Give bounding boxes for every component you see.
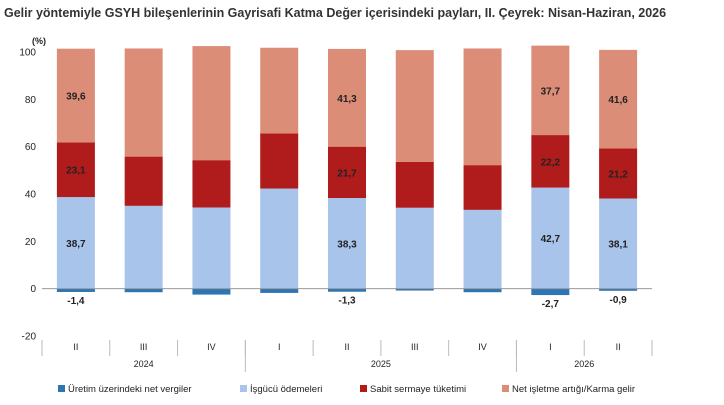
data-label: 38,3 [337, 239, 357, 250]
bar-segment [192, 288, 231, 295]
legend-label: Net işletme artığı/Karma gelir [512, 384, 635, 395]
bar-segment [395, 161, 434, 208]
legend-swatch [360, 385, 367, 392]
legend: Üretim üzerindeki net vergiler İşgücü öde… [58, 384, 635, 395]
data-label: 41,3 [337, 94, 357, 105]
data-label: 38,7 [66, 239, 86, 250]
quarter-label: II [73, 342, 78, 352]
bar-segment [192, 160, 231, 208]
bar-segment [463, 209, 502, 289]
y-tick-label: 80 [25, 95, 37, 106]
bar-segment [56, 288, 95, 292]
unit-label: (%) [32, 36, 46, 46]
bar-segment [599, 49, 638, 149]
quarter-label: IV [478, 342, 487, 352]
data-label: 38,1 [608, 240, 628, 251]
quarter-label: II [616, 342, 621, 352]
y-tick-label: 100 [19, 48, 36, 59]
y-tick-label: 60 [25, 142, 37, 153]
year-label: 2025 [371, 359, 391, 369]
bar-segment [599, 288, 638, 291]
data-label: 21,7 [337, 168, 357, 179]
bar-segment [395, 207, 434, 289]
data-label: -2,7 [542, 299, 560, 310]
bar-segment [260, 288, 299, 293]
bar-segment [599, 148, 638, 199]
bar-segment [599, 198, 638, 289]
quarter-label: IV [207, 342, 216, 352]
legend-label: Üretim üzerindeki net vergiler [68, 384, 192, 395]
bar-segment [260, 133, 299, 189]
bar-segment [328, 146, 366, 199]
y-tick-label: 0 [30, 284, 36, 295]
bar-segment [56, 48, 95, 143]
data-label: 42,7 [541, 234, 561, 245]
bar-segment [124, 156, 163, 206]
bar-segment [328, 48, 366, 147]
bars [56, 45, 638, 296]
year-label: 2026 [574, 359, 594, 369]
data-label: -1,4 [67, 296, 85, 307]
bar-segment [260, 47, 299, 134]
bar-segment [56, 197, 95, 289]
data-label: -1,3 [338, 296, 356, 307]
y-axis-ticks: -20 0 20 40 60 80 100 [19, 48, 36, 343]
bar-segment [124, 48, 163, 157]
data-label: 39,6 [66, 92, 86, 103]
bar-segment [192, 46, 231, 161]
bar-segment [124, 288, 163, 293]
quarter-label: I [278, 342, 281, 352]
legend-label: İşgücü ödemeleri [250, 384, 322, 395]
bar-segment [395, 50, 434, 162]
bar-segment [531, 45, 570, 136]
bar-segment [395, 288, 434, 291]
legend-swatch [502, 385, 509, 392]
bar-segment [124, 205, 163, 289]
data-label: 23,1 [66, 166, 86, 177]
bar-segment [463, 48, 502, 166]
y-tick-label: 40 [25, 190, 37, 201]
quarter-label: III [411, 342, 419, 352]
data-label: 22,2 [541, 157, 561, 168]
quarter-label: II [344, 342, 349, 352]
y-tick-label: 20 [25, 237, 37, 248]
bar-segment [328, 288, 366, 292]
legend-label: Sabit sermaye tüketimi [370, 384, 466, 395]
year-label: 2024 [134, 359, 154, 369]
bar-segment [56, 142, 95, 198]
data-label: 21,2 [608, 169, 628, 180]
quarter-label: I [549, 342, 552, 352]
data-labels: -1,4 38,7 23,1 39,6 -1,3 38,3 21,7 41,3 -2,7 42,7… [66, 86, 628, 310]
data-label: -0,9 [609, 295, 627, 306]
bar-segment [260, 188, 299, 289]
bar-segment [531, 187, 570, 289]
data-label: 37,7 [541, 86, 561, 97]
legend-swatch [240, 385, 247, 392]
chart-title: Gelir yöntemiyle GSYH bileşenlerinin Gay… [4, 6, 667, 20]
legend-swatch [58, 385, 65, 392]
bar-segment [531, 135, 570, 188]
quarter-label: III [140, 342, 148, 352]
bar-segment [463, 165, 502, 210]
data-label: 41,6 [608, 95, 628, 106]
bar-segment [192, 207, 231, 289]
bar-segment [531, 288, 570, 296]
y-tick-label: -20 [22, 332, 37, 343]
bar-segment [463, 288, 502, 293]
bar-segment [328, 198, 366, 289]
